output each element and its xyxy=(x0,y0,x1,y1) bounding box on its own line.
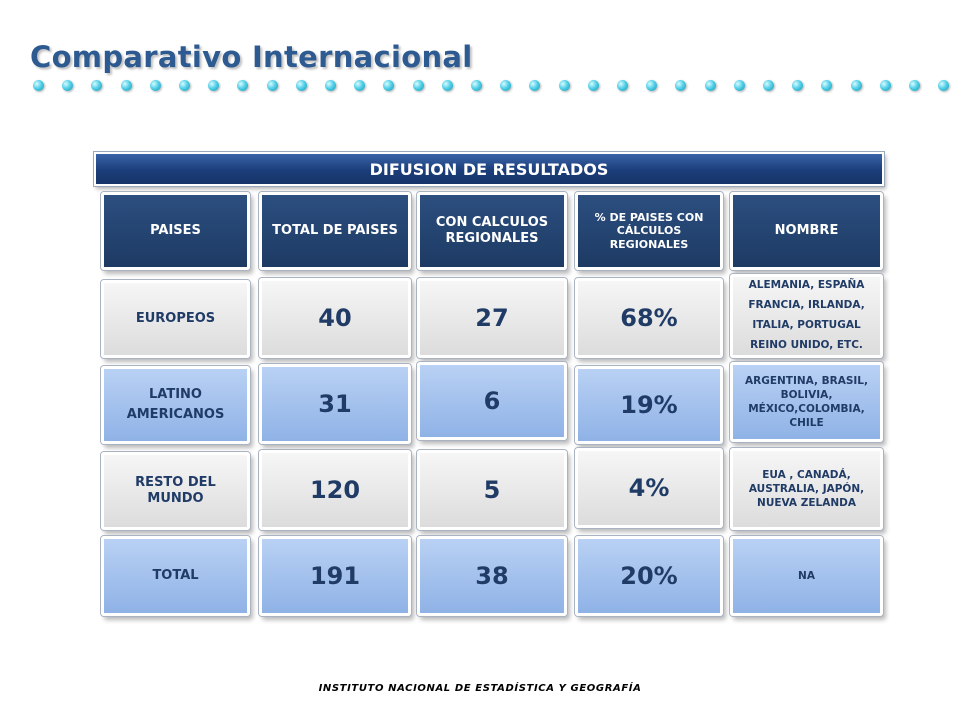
row-europeos-percent: 68% xyxy=(575,278,723,358)
divider-dot xyxy=(325,80,336,91)
divider-dot xyxy=(266,80,278,91)
divider-dot xyxy=(704,80,716,91)
divider-dot xyxy=(850,80,862,91)
divider-dot xyxy=(763,80,774,91)
divider-dot xyxy=(733,80,745,91)
header-porcentaje-paises: % DE PAISES CON CÁLCULOS REGIONALES xyxy=(575,192,723,270)
slide-title: Comparativo Internacional xyxy=(30,40,473,74)
row-total-region: TOTAL xyxy=(101,536,250,616)
divider-dot xyxy=(149,80,161,91)
divider-dot xyxy=(295,80,307,91)
divider-dot xyxy=(821,80,833,91)
divider-dot xyxy=(617,80,628,91)
divider-dot xyxy=(208,80,220,91)
header-paises: PAISES xyxy=(101,192,250,270)
divider-dot xyxy=(500,80,512,91)
row-total-regional: 38 xyxy=(417,536,567,616)
divider-dot xyxy=(675,80,687,91)
divider-dot xyxy=(412,80,424,91)
row-total-names: NA xyxy=(730,536,883,616)
divider-dot xyxy=(909,80,920,91)
header-nombre: NOMBRE xyxy=(730,192,883,270)
divider-dot xyxy=(938,80,950,91)
divider-dot xyxy=(237,80,249,91)
divider-dot xyxy=(91,80,103,91)
decorative-dot-divider xyxy=(33,80,950,94)
row-europeos-regional: 27 xyxy=(417,278,567,358)
table-banner: DIFUSION DE RESULTADOS xyxy=(94,152,884,186)
row-resto-del-mundo-percent: 4% xyxy=(575,448,723,528)
divider-dot xyxy=(529,80,541,91)
divider-dot xyxy=(558,80,570,91)
row-latinoamericanos-names: ARGENTINA, BRASIL, BOLIVIA, MÉXICO,COLOM… xyxy=(730,362,883,442)
divider-dot xyxy=(646,80,658,91)
row-resto-del-mundo-total: 120 xyxy=(259,450,411,530)
row-total-percent: 20% xyxy=(575,536,723,616)
row-europeos-total: 40 xyxy=(259,278,411,358)
row-latinoamericanos-region: LATINO AMERICANOS xyxy=(101,366,250,444)
divider-dot xyxy=(587,80,599,91)
divider-dot xyxy=(441,80,453,91)
divider-dot xyxy=(120,80,132,91)
row-resto-del-mundo-region: RESTO DEL MUNDO xyxy=(101,452,250,530)
institution-footer: INSTITUTO NACIONAL DE ESTADÍSTICA Y GEOG… xyxy=(318,683,642,694)
divider-dot xyxy=(33,80,44,91)
header-con-calculos-regionales: CON CALCULOS REGIONALES xyxy=(417,192,567,270)
row-resto-del-mundo-regional: 5 xyxy=(417,450,567,530)
row-resto-del-mundo-names: EUA , CANADÁ, AUSTRALIA, JAPÓN, NUEVA ZE… xyxy=(730,448,883,530)
row-latinoamericanos-total: 31 xyxy=(259,364,411,444)
header-total-de-paises: TOTAL DE PAISES xyxy=(259,192,411,270)
row-latinoamericanos-regional: 6 xyxy=(417,362,567,440)
divider-dot xyxy=(879,80,891,91)
row-europeos-names: ALEMANIA, ESPAÑA FRANCIA, IRLANDA, ITALI… xyxy=(730,274,883,358)
divider-dot xyxy=(383,80,395,91)
divider-dot xyxy=(354,80,366,91)
row-latinoamericanos-percent: 19% xyxy=(575,366,723,444)
divider-dot xyxy=(792,80,804,91)
divider-dot xyxy=(179,80,190,91)
row-total-total: 191 xyxy=(259,536,411,616)
row-europeos-region: EUROPEOS xyxy=(101,280,250,358)
divider-dot xyxy=(62,80,74,91)
divider-dot xyxy=(471,80,482,91)
